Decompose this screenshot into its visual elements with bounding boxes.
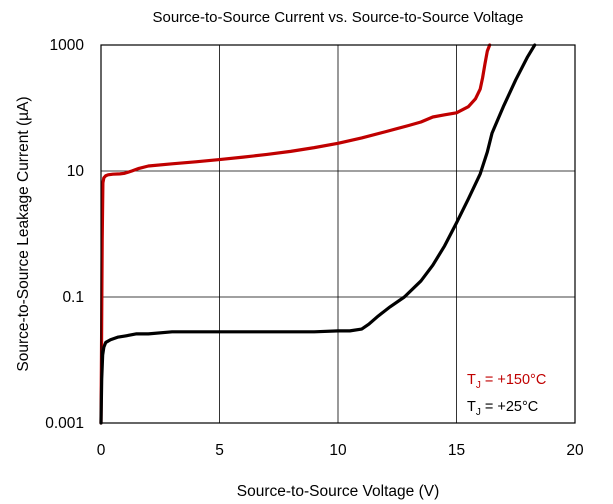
plot-frame	[100, 44, 576, 424]
x-tick-labels: 0 5 10 15 20	[97, 442, 584, 459]
x-tick-label: 15	[448, 442, 465, 459]
x-axis-label: Source-to-Source Voltage (V)	[237, 483, 439, 500]
y-tick-label: 0.1	[62, 289, 84, 306]
legend: TJ = +150°C TJ = +25°C	[467, 372, 546, 418]
legend-entry: TJ = +150°C	[467, 372, 546, 391]
y-tick-label: 1000	[50, 37, 85, 54]
grid	[101, 45, 575, 423]
x-tick-label: 20	[566, 442, 584, 459]
series-layer	[99, 43, 537, 425]
x-tick-label: 5	[215, 442, 224, 459]
chart-title: Source-to-Source Current vs. Source-to-S…	[152, 9, 523, 26]
x-tick-label: 0	[97, 442, 106, 459]
x-tick-label: 10	[329, 442, 347, 459]
y-tick-labels: 0.001 0.1 10 1000	[45, 37, 84, 432]
y-tick-label: 0.001	[45, 415, 84, 432]
series-line-tj-150c	[99, 43, 492, 425]
y-tick-label: 10	[67, 163, 85, 180]
legend-entry: TJ = +25°C	[467, 399, 538, 418]
series-line-tj-25c	[99, 43, 537, 425]
y-axis-label: Source-to-Source Leakage Current (µA)	[15, 96, 32, 371]
